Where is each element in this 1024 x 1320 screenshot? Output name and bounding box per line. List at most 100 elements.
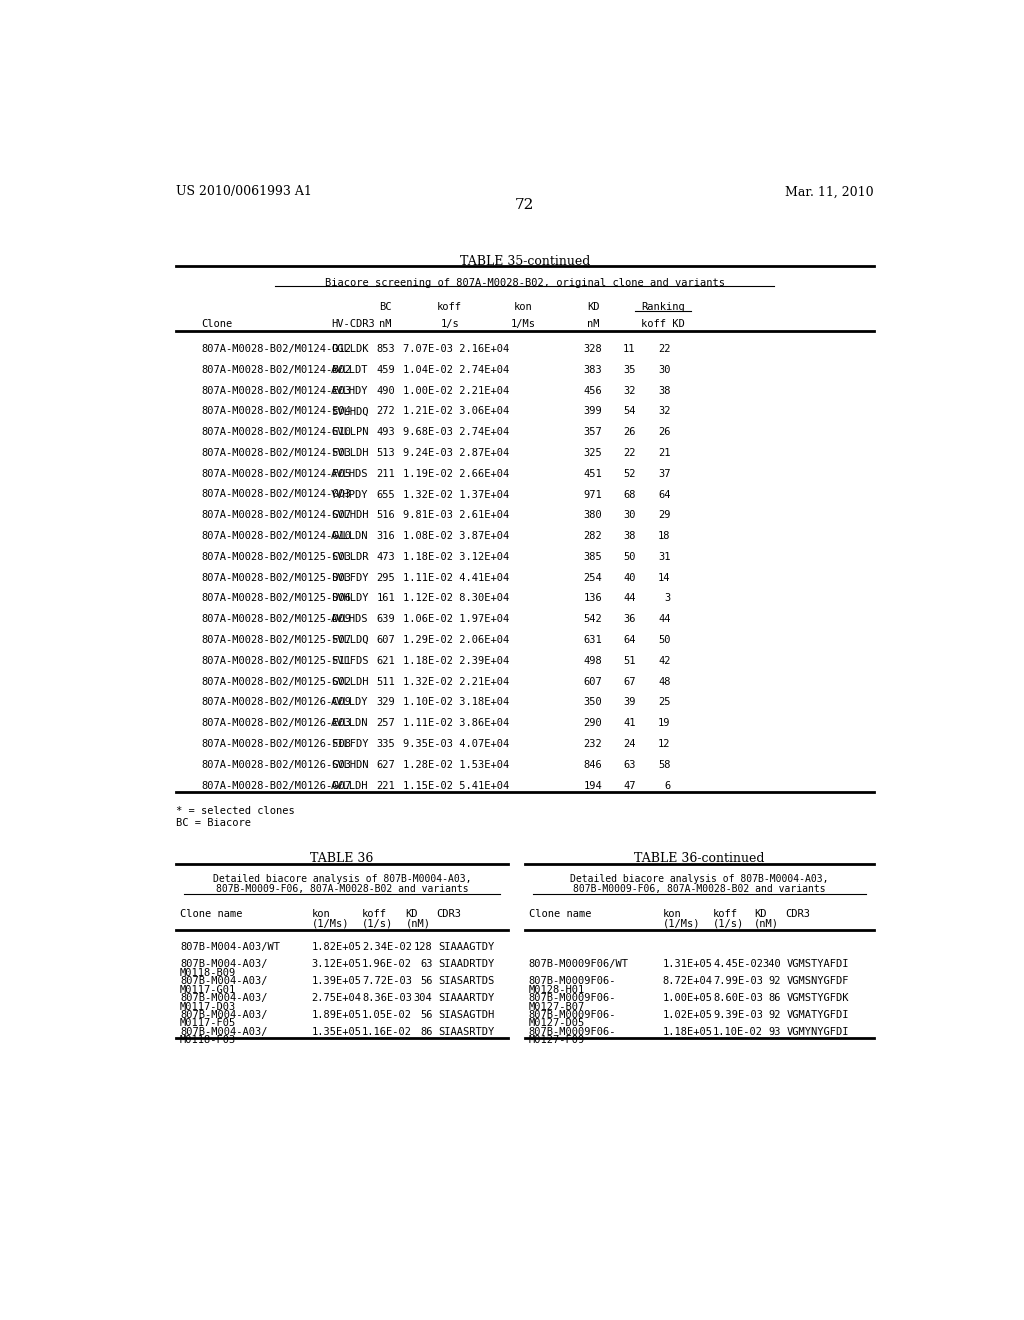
Text: 14: 14: [658, 573, 671, 582]
Text: 807A-M0028-B02/M0124-F03: 807A-M0028-B02/M0124-F03: [202, 447, 351, 458]
Text: 56: 56: [420, 977, 432, 986]
Text: (1/Ms): (1/Ms): [663, 919, 700, 928]
Text: nM: nM: [587, 319, 599, 329]
Text: 1.32E-02 2.21E+04: 1.32E-02 2.21E+04: [403, 677, 509, 686]
Text: (1/s): (1/s): [362, 919, 393, 928]
Text: 39: 39: [624, 697, 636, 708]
Text: 807A-M0028-B02/M0124-E10: 807A-M0028-B02/M0124-E10: [202, 428, 351, 437]
Text: 357: 357: [584, 428, 602, 437]
Text: 11: 11: [624, 345, 636, 354]
Text: SVLLDQ: SVLLDQ: [331, 635, 369, 645]
Text: koff: koff: [713, 909, 738, 919]
Text: 807A-M0028-B02/M0125-D09: 807A-M0028-B02/M0125-D09: [202, 614, 351, 624]
Text: 1.06E-02 1.97E+04: 1.06E-02 1.97E+04: [403, 614, 509, 624]
Text: 1/s: 1/s: [440, 319, 459, 329]
Text: AVLLDN: AVLLDN: [331, 718, 369, 729]
Text: SIASAGTDH: SIASAGTDH: [438, 1010, 495, 1020]
Text: Mar. 11, 2010: Mar. 11, 2010: [785, 185, 873, 198]
Text: 807A-M0028-B02/M0124-G03: 807A-M0028-B02/M0124-G03: [202, 490, 351, 499]
Text: SIAADRTDY: SIAADRTDY: [438, 960, 495, 969]
Text: 18: 18: [658, 531, 671, 541]
Text: 380: 380: [584, 511, 602, 520]
Text: 1/Ms: 1/Ms: [511, 319, 536, 329]
Text: 254: 254: [584, 573, 602, 582]
Text: 1.11E-02 4.41E+04: 1.11E-02 4.41E+04: [403, 573, 509, 582]
Text: 4.45E-02: 4.45E-02: [713, 960, 763, 969]
Text: 63: 63: [420, 960, 432, 969]
Text: 807B-M0009F06-: 807B-M0009F06-: [528, 1027, 616, 1038]
Text: (1/s): (1/s): [713, 919, 744, 928]
Text: 68: 68: [624, 490, 636, 499]
Text: 51: 51: [624, 656, 636, 665]
Text: 56: 56: [420, 1010, 432, 1020]
Text: 47: 47: [624, 780, 636, 791]
Text: 1.18E-02 2.39E+04: 1.18E-02 2.39E+04: [403, 656, 509, 665]
Text: 383: 383: [584, 364, 602, 375]
Text: VGMSTYAFDI: VGMSTYAFDI: [786, 960, 849, 969]
Text: kon: kon: [514, 302, 532, 313]
Text: 26: 26: [624, 428, 636, 437]
Text: 1.96E-02: 1.96E-02: [362, 960, 412, 969]
Text: 304: 304: [414, 993, 432, 1003]
Text: 807A-M0028-B02/M0126-G03: 807A-M0028-B02/M0126-G03: [202, 760, 351, 770]
Text: 807B-M004-A03/: 807B-M004-A03/: [180, 1027, 267, 1038]
Text: Clone name: Clone name: [180, 909, 243, 919]
Text: 473: 473: [377, 552, 395, 562]
Text: 807A-M0028-B02/M0124-E04: 807A-M0028-B02/M0124-E04: [202, 407, 351, 416]
Text: VGMYNYGFDI: VGMYNYGFDI: [786, 1027, 849, 1038]
Text: 451: 451: [584, 469, 602, 479]
Text: 1.29E-02 2.06E+04: 1.29E-02 2.06E+04: [403, 635, 509, 645]
Text: 7.72E-03: 7.72E-03: [362, 977, 412, 986]
Text: GGLLDK: GGLLDK: [331, 345, 369, 354]
Text: 807A-M0028-B02/M0124-E03: 807A-M0028-B02/M0124-E03: [202, 385, 351, 396]
Text: AVLHDS: AVLHDS: [331, 469, 369, 479]
Text: KD: KD: [406, 909, 418, 919]
Text: 340: 340: [763, 960, 781, 969]
Text: 30: 30: [624, 511, 636, 520]
Text: 67: 67: [624, 677, 636, 686]
Text: 1.16E-02: 1.16E-02: [362, 1027, 412, 1038]
Text: 456: 456: [584, 385, 602, 396]
Text: 42: 42: [658, 656, 671, 665]
Text: 807B-M004-A03/: 807B-M004-A03/: [180, 993, 267, 1003]
Text: 1.00E+05: 1.00E+05: [663, 993, 713, 1003]
Text: 63: 63: [624, 760, 636, 770]
Text: 498: 498: [584, 656, 602, 665]
Text: 328: 328: [584, 345, 602, 354]
Text: 1.18E+05: 1.18E+05: [663, 1027, 713, 1038]
Text: 295: 295: [377, 573, 395, 582]
Text: 282: 282: [584, 531, 602, 541]
Text: 807A-M0028-B02/M0126-E03: 807A-M0028-B02/M0126-E03: [202, 718, 351, 729]
Text: M0127-F09: M0127-F09: [528, 1035, 585, 1045]
Text: (nM): (nM): [406, 919, 430, 928]
Text: 335: 335: [377, 739, 395, 748]
Text: AVLLDY: AVLLDY: [331, 697, 369, 708]
Text: 490: 490: [377, 385, 395, 396]
Text: 41: 41: [624, 718, 636, 729]
Text: 64: 64: [624, 635, 636, 645]
Text: 35: 35: [624, 364, 636, 375]
Text: AVLLDN: AVLLDN: [331, 531, 369, 541]
Text: 32: 32: [658, 407, 671, 416]
Text: 807A-M0028-B02/M0125-D03: 807A-M0028-B02/M0125-D03: [202, 573, 351, 582]
Text: 44: 44: [658, 614, 671, 624]
Text: 211: 211: [377, 469, 395, 479]
Text: Biacore screening of 807A-M0028-B02, original clone and variants: Biacore screening of 807A-M0028-B02, ori…: [325, 277, 725, 288]
Text: 2.34E-02: 2.34E-02: [362, 942, 412, 952]
Text: 807A-M0028-B02/M0124-G10: 807A-M0028-B02/M0124-G10: [202, 531, 351, 541]
Text: KD: KD: [587, 302, 599, 313]
Text: 9.35E-03 4.07E+04: 9.35E-03 4.07E+04: [403, 739, 509, 748]
Text: 1.35E+05: 1.35E+05: [311, 1027, 361, 1038]
Text: 329: 329: [377, 697, 395, 708]
Text: 26: 26: [658, 428, 671, 437]
Text: kon: kon: [311, 909, 331, 919]
Text: 136: 136: [584, 594, 602, 603]
Text: 807A-M0028-B02/M0124-F05: 807A-M0028-B02/M0124-F05: [202, 469, 351, 479]
Text: 1.18E-02 3.12E+04: 1.18E-02 3.12E+04: [403, 552, 509, 562]
Text: 3: 3: [665, 594, 671, 603]
Text: 853: 853: [377, 345, 395, 354]
Text: 807A-M0028-B02/M0124-D12: 807A-M0028-B02/M0124-D12: [202, 345, 351, 354]
Text: BC = Biacore: BC = Biacore: [176, 817, 251, 828]
Text: 385: 385: [584, 552, 602, 562]
Text: SIAAAGTDY: SIAAAGTDY: [438, 942, 495, 952]
